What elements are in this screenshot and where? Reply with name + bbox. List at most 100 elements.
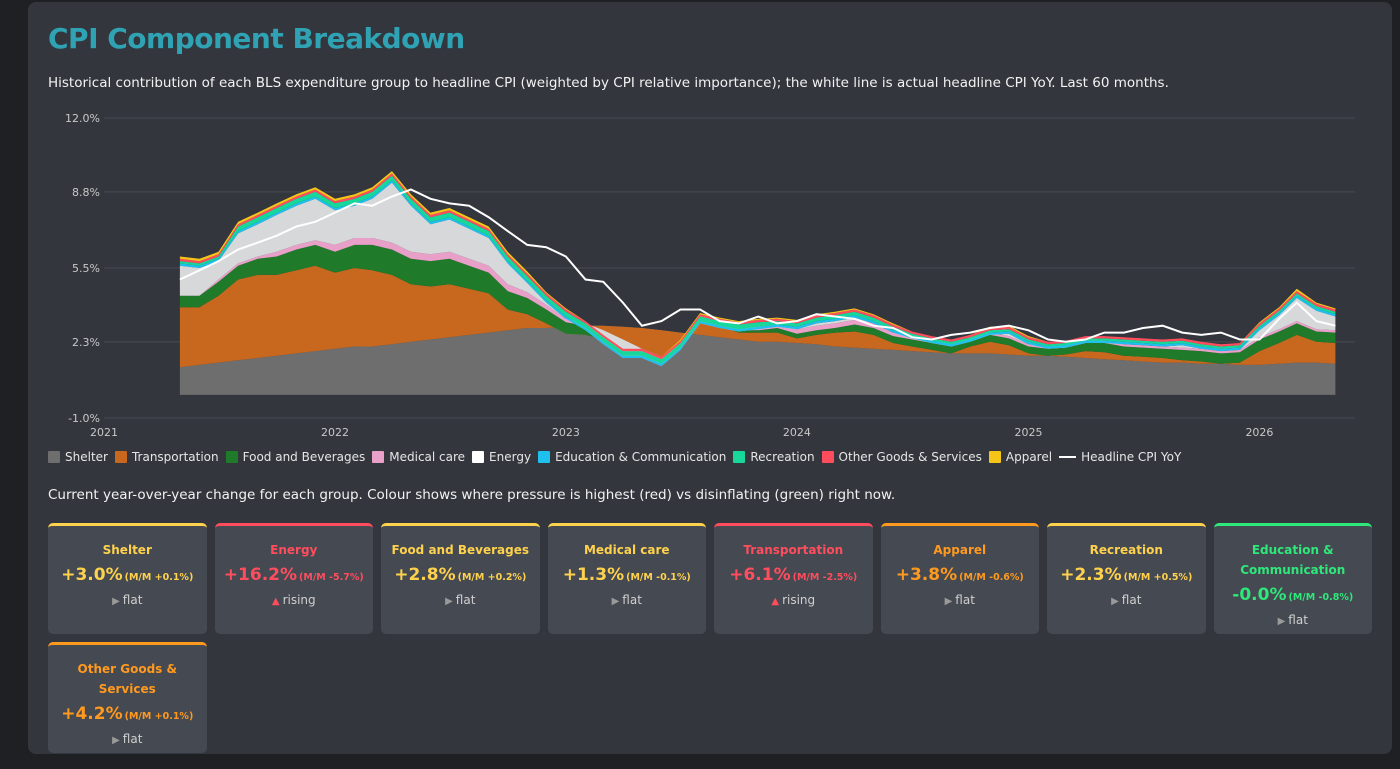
card-yoy-pct: +3.8% [895, 565, 958, 585]
area-other-goods-services[interactable] [179, 173, 1336, 360]
card-name: Energy [270, 543, 318, 557]
card-value: +16.2% (M/M -5.7%) [215, 563, 374, 590]
chart-legend: Shelter Transportation Food and Beverages M… [48, 450, 1188, 464]
legend-swatch-icon [225, 451, 238, 463]
legend-item[interactable]: Energy [472, 450, 531, 464]
legend-swatch-icon [48, 451, 60, 463]
card-trend-label: rising [282, 593, 316, 607]
y-tick-label: 8.8% [72, 186, 100, 199]
legend-label: Energy [489, 450, 532, 464]
x-tick-label: 2025 [1014, 426, 1042, 439]
card-yoy-pct: +16.2% [223, 565, 298, 585]
legend-item[interactable]: Shelter [48, 450, 108, 464]
chart-subtitle: Historical contribution of each BLS expe… [48, 75, 1169, 91]
card-name: Apparel [933, 543, 987, 557]
legend-item[interactable]: Medical care [372, 450, 465, 464]
area-food-and-beverages[interactable] [179, 244, 1336, 364]
card-trend: ▶ flat [1047, 593, 1206, 607]
area-transportation[interactable] [179, 265, 1336, 368]
component-card[interactable]: Food and Beverages +2.8% (M/M +0.2%) ▶ flat [381, 523, 540, 634]
card-trend: ▶ flat [1214, 613, 1373, 627]
component-card[interactable]: Transportation +6.1% (M/M -2.5%) ▲ rising [714, 523, 873, 634]
legend-item[interactable]: Headline CPI YoY [1059, 450, 1181, 464]
component-card[interactable]: Recreation +2.3% (M/M +0.5%) ▶ flat [1047, 523, 1206, 634]
legend-item[interactable]: Food and Beverages [225, 450, 366, 464]
card-trend: ▶ flat [881, 593, 1040, 607]
card-yoy-pct: +2.3% [1060, 565, 1122, 585]
cpi-panel: CPI Component Breakdown Historical contr… [28, 2, 1392, 754]
legend-item[interactable]: Education & Communication [538, 450, 726, 464]
card-mom-pct: (M/M +0.2%) [457, 572, 527, 583]
legend-swatch-icon [733, 451, 746, 463]
x-tick-label: 2022 [321, 426, 349, 439]
card-value: +1.3% (M/M -0.1%) [548, 563, 707, 590]
legend-swatch-icon [372, 451, 385, 463]
card-value: +2.3% (M/M +0.5%) [1047, 563, 1206, 590]
component-card[interactable]: Apparel +3.8% (M/M -0.6%) ▶ flat [880, 523, 1040, 634]
component-card[interactable]: Other Goods & Services +4.2% (M/M +0.1%) ▶ f… [48, 642, 207, 753]
component-card[interactable]: Energy +16.2% (M/M -5.7%) ▲ rising [214, 523, 374, 634]
card-yoy-pct: +1.3% [562, 565, 625, 585]
card-name: Recreation [1089, 543, 1163, 557]
triangle-right-icon: ▶ [112, 735, 120, 746]
legend-label: Headline CPI YoY [1081, 450, 1182, 464]
legend-item[interactable]: Other Goods & Services [821, 450, 982, 464]
legend-label: Shelter [65, 450, 108, 464]
component-card[interactable]: Medical care +1.3% (M/M -0.1%) ▶ flat [547, 523, 707, 634]
component-card[interactable]: Shelter +3.0% (M/M +0.1%) ▶ flat [48, 523, 207, 634]
card-yoy-pct: +4.2% [61, 704, 123, 724]
card-trend-label: flat [622, 593, 642, 607]
card-yoy-pct: +6.1% [729, 565, 791, 585]
card-trend: ▲ rising [714, 593, 873, 607]
y-tick-label: -1.0% [68, 412, 100, 425]
component-card[interactable]: Education & Communication -0.0% (M/M -0.8%… [1213, 523, 1373, 634]
card-trend-label: flat [122, 593, 143, 607]
legend-label: Food and Beverages [242, 450, 366, 464]
legend-swatch-icon [114, 451, 127, 463]
card-trend-label: rising [782, 593, 816, 607]
card-trend: ▶ flat [548, 593, 707, 607]
area-education-communication[interactable] [179, 180, 1336, 367]
card-trend-label: flat [1121, 593, 1142, 607]
card-value: +3.8% (M/M -0.6%) [881, 563, 1040, 590]
legend-item[interactable]: Recreation [733, 450, 815, 464]
card-mom-pct: (M/M +0.1%) [124, 711, 194, 722]
area-shelter[interactable] [179, 325, 1336, 395]
x-tick-label: 2026 [1245, 426, 1273, 439]
page-title: CPI Component Breakdown [48, 22, 465, 55]
card-value: +6.1% (M/M -2.5%) [714, 563, 873, 590]
card-mom-pct: (M/M -2.5%) [792, 572, 858, 583]
triangle-right-icon: ▶ [112, 596, 120, 607]
card-mom-pct: (M/M -0.6%) [959, 572, 1024, 583]
stacked-area-chart[interactable]: 12.0% 8.8% 5.5% 2.3% -1.0%2021 2022 2023 2024 20… [28, 102, 1392, 447]
x-tick-label: 2021 [90, 426, 118, 439]
headline-cpi-line[interactable] [179, 188, 1336, 343]
card-value: -0.0% (M/M -0.8%) [1214, 583, 1373, 610]
card-name: Transportation [743, 543, 844, 557]
card-trend-label: flat [455, 593, 476, 607]
card-name: Education & Communication [1240, 543, 1346, 577]
legend-item[interactable]: Transportation [114, 450, 219, 464]
area-apparel[interactable] [179, 171, 1336, 357]
card-yoy-pct: -0.0% [1232, 585, 1287, 605]
card-mom-pct: (M/M -5.7%) [299, 572, 364, 583]
card-value: +4.2% (M/M +0.1%) [48, 702, 207, 729]
card-trend: ▶ flat [48, 732, 207, 746]
card-value: +2.8% (M/M +0.2%) [381, 563, 540, 590]
triangle-up-icon: ▲ [771, 596, 780, 607]
y-tick-label: 5.5% [72, 262, 100, 275]
triangle-right-icon: ▶ [944, 596, 953, 607]
x-tick-label: 2024 [783, 426, 811, 439]
area-recreation[interactable] [179, 175, 1336, 364]
legend-item[interactable]: Apparel [988, 450, 1052, 464]
legend-swatch-icon [988, 451, 1001, 463]
legend-swatch-icon [821, 451, 834, 463]
card-trend: ▶ flat [381, 593, 540, 607]
card-name: Food and Beverages [391, 543, 529, 557]
triangle-right-icon: ▶ [445, 596, 453, 607]
y-tick-label: 12.0% [65, 112, 100, 125]
card-trend-label: flat [955, 593, 975, 607]
legend-label: Recreation [750, 450, 815, 464]
triangle-right-icon: ▶ [611, 596, 620, 607]
card-trend-label: flat [1288, 613, 1308, 627]
